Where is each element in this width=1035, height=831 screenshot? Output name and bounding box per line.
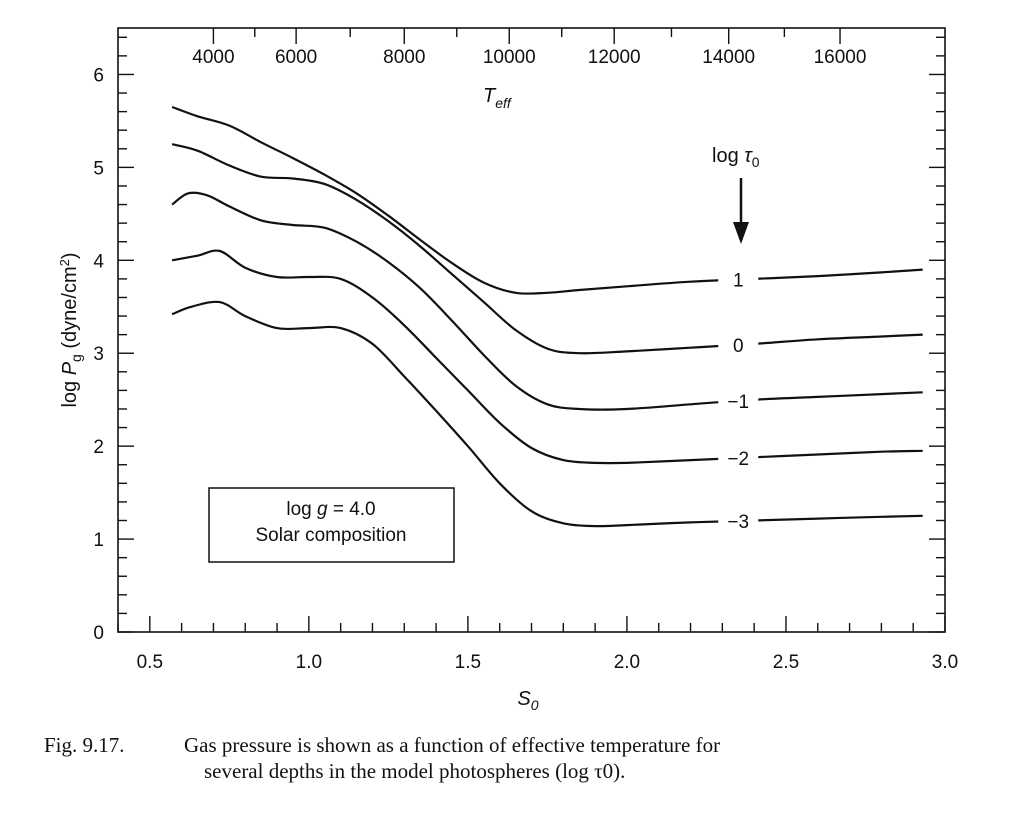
x-tick-label: 0.5 [137,652,163,673]
plot-border [117,27,946,633]
series-label-4: −3 [727,512,749,533]
y-tick-label: 6 [93,65,104,86]
x-axis-title: S0 [517,688,538,713]
x-tick-label: 3.0 [932,652,958,673]
series-line-4 [171,300,923,528]
chart: 0.5 1.0 1.5 2.0 2.5 3.0 0 1 2 3 4 5 6 4000 6000 8000 1… [57,27,959,713]
top-x-tick-label: 12000 [588,47,641,68]
annotation-line-2: Solar composition [255,525,406,546]
y-tick-labels: 0 1 2 3 4 5 6 [93,65,104,644]
top-x-tick-label: 16000 [814,47,867,68]
x-tick-labels: 0.5 1.0 1.5 2.0 2.5 3.0 [137,652,959,673]
annotation-line-1: log g = 4.0 [286,499,375,520]
caption-line-2: several depths in the model photospheres… [204,759,626,783]
y-tick-label: 3 [93,344,104,365]
x-tick-label: 2.0 [614,652,640,673]
plot-frame [117,27,946,633]
y-tick-label: 5 [93,158,104,179]
down-arrow-icon [733,178,749,244]
series-line-2 [171,191,923,411]
top-x-axis-title: Teff [483,85,513,111]
top-x-tick-label: 6000 [275,47,317,68]
curve-labels: 1 0 −1 −2 −3 [727,271,749,533]
y-axis-title: log Pg (dyne/cm2) [57,252,84,407]
top-x-tick-label: 10000 [483,47,536,68]
x-tick-label: 1.0 [296,652,322,673]
top-x-tick-label: 14000 [702,47,755,68]
series-line-3 [171,249,923,465]
series-label-0: 1 [733,271,744,292]
series-label-2: −1 [727,392,749,413]
series-line-0 [171,105,923,295]
figure-caption: Fig. 9.17. Gas pressure is shown as a fun… [44,732,1004,784]
series-label-1: 0 [733,336,744,357]
y-tick-label: 2 [93,437,104,458]
legend-title: log τ0 [712,145,760,170]
axis-ticks [117,28,946,633]
caption-line-1: Gas pressure is shown as a function of e… [184,733,721,757]
top-x-tick-label: 8000 [383,47,425,68]
top-x-tick-label: 4000 [192,47,234,68]
x-tick-label: 2.5 [773,652,799,673]
series-line-1 [171,143,923,355]
annotation-box: log g = 4.0 Solar composition [208,487,455,563]
top-x-tick-labels: 4000 6000 8000 10000 12000 14000 16000 [192,47,866,68]
x-tick-label: 1.5 [455,652,481,673]
y-tick-label: 1 [93,530,104,551]
series-label-3: −2 [727,449,749,470]
y-tick-label: 0 [93,623,104,644]
y-tick-label: 4 [93,251,104,272]
caption-number: Fig. 9.17. [44,733,125,757]
series-group [171,105,923,528]
